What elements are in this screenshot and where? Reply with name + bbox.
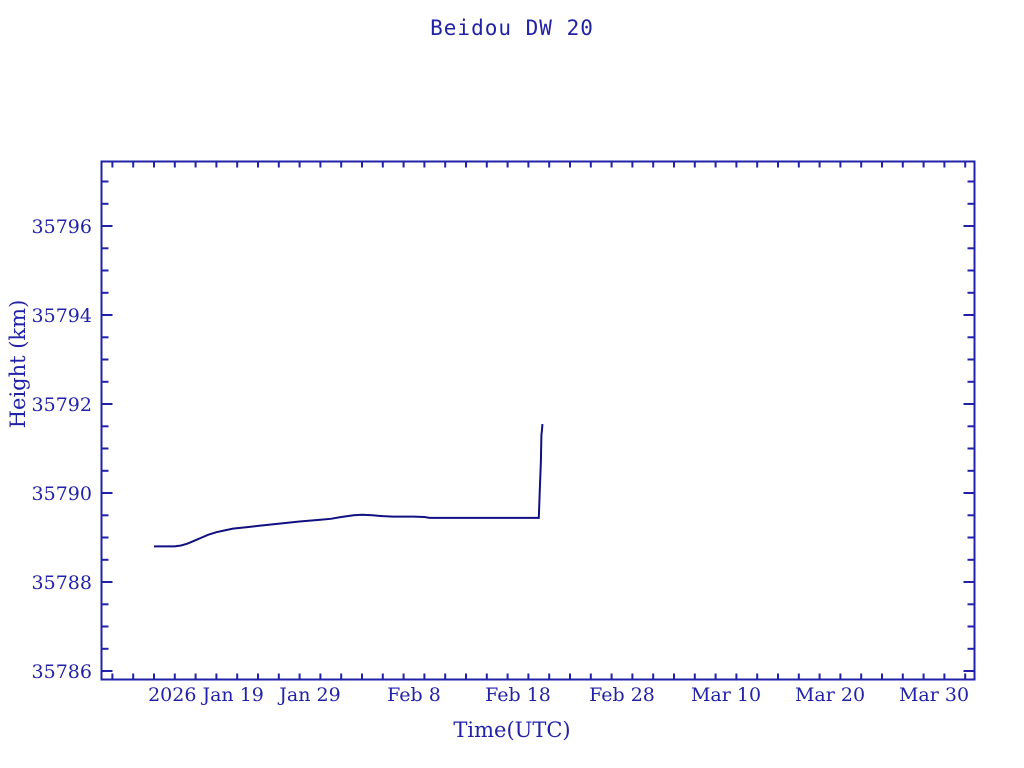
y-tick-label: 35790	[32, 483, 92, 505]
y-axis-tick-labels: 35786 35788 35790 35792 35794 35796	[32, 216, 92, 683]
x-axis-ticks	[111, 161, 967, 680]
y-axis-title: Height (km)	[6, 299, 30, 429]
chart-title: Beidou DW 20	[430, 16, 594, 40]
x-tick-label: Mar 20	[795, 684, 865, 706]
x-tick-label: Mar 30	[899, 684, 969, 706]
x-tick-label: Feb 18	[485, 684, 551, 706]
x-tick-label: Jan 29	[277, 684, 340, 706]
y-axis-ticks	[101, 180, 975, 672]
y-tick-label: 35792	[32, 394, 92, 416]
x-tick-label: Feb 8	[387, 684, 441, 706]
data-series-line	[154, 423, 544, 548]
x-tick-label: Mar 10	[691, 684, 761, 706]
y-tick-label: 35794	[32, 305, 92, 327]
x-axis-tick-labels: 2026 Jan 19 Jan 29 Feb 8 Feb 18 Feb 28 Mar 10…	[148, 684, 969, 706]
x-axis-title: Time(UTC)	[453, 718, 571, 742]
y-tick-label: 35788	[32, 572, 92, 594]
x-tick-label: 2026 Jan 19	[148, 684, 264, 706]
y-tick-label: 35796	[32, 216, 92, 238]
x-tick-label: Feb 28	[589, 684, 655, 706]
y-tick-label: 35786	[32, 661, 92, 683]
plot-frame	[100, 160, 976, 681]
